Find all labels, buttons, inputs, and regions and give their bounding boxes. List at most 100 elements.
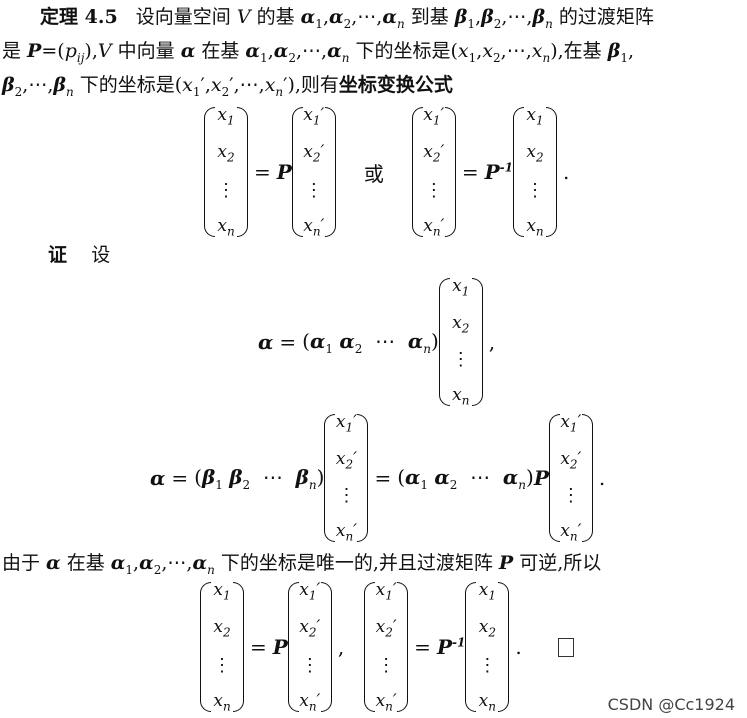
comma: , [488,330,496,354]
x: x [210,74,222,96]
sub: 1 [468,50,477,65]
prime: ′ [229,74,234,96]
x: x [457,40,469,62]
equals-sign: = [414,635,431,659]
x1-prime: x1′ [303,105,325,128]
alpha: α [192,552,208,574]
xn-prime: xn′ [335,520,358,543]
var-V: V [97,40,112,62]
xn-prime: xn′ [375,690,397,713]
text: 设向量空间 [135,6,237,28]
x2-prime: x2′ [560,448,582,472]
or-word: 或 [363,161,384,186]
comma: , [337,635,345,659]
sub: 2 [493,50,501,65]
x2: x2 [217,142,235,165]
x: x [264,74,276,96]
vdots: ⋮ [217,179,235,201]
alpha: α [273,40,289,62]
beta: β [481,6,494,28]
text: 是 [2,40,28,62]
equation-2: α = (α1 α2 ⋯ αn) x1 x2 ⋮ xn , [258,278,501,406]
proof-line: 证 设 [48,240,110,270]
xn-prime: xn′ [303,215,325,238]
vector-x-prime: x1′ x2′ ⋮ xn′ [291,105,336,238]
text: ),则有 [287,74,339,96]
comma: , [525,40,532,62]
alpha: α [46,552,61,574]
text: ,⋯, [351,6,383,28]
sub: n [542,50,551,65]
theorem-line-1: 定理 4.5 设向量空间 V 的基 α1,α2,⋯,αn 到基 β1,β2,⋯,… [40,2,654,39]
vector-x: x1 x2 ⋮ xn [438,278,483,406]
equals-sign: = [171,466,189,490]
equals-sign: = [461,160,479,184]
text: 在基 [195,40,246,62]
theorem-label: 定理 4.5 [40,6,118,28]
equals-sign: = [254,160,271,184]
sub: 1 [260,50,268,65]
matrix-P: P [272,635,288,659]
vector-x-prime: x1′ x2′ ⋮ xn′ [548,412,593,542]
sub: 1 [125,562,134,577]
qed-box [557,637,574,657]
vdots: ⋮ [561,485,580,507]
matrix-P: P [276,160,292,184]
text: ),在基 [550,40,608,62]
x2: x2 [452,312,470,336]
var-p: p [64,40,77,62]
text: ), [84,40,98,62]
text: 下的坐标是( [73,74,183,96]
vector-x-prime: x1′ x2′ ⋮ xn′ [411,107,456,238]
cdots: ⋯ [167,552,187,574]
x2-prime: x2′ [303,142,325,165]
beta: β [607,40,621,62]
alpha: α [327,40,342,62]
sub: n [545,16,553,31]
equals-sign: = [279,330,297,354]
text: 在基 [60,552,111,574]
x1-prime: x1′ [560,412,582,435]
equals-sign: = [250,635,267,659]
beta: β [532,6,546,28]
theorem-line-3: β2,⋯,βn 下的坐标是(x1′,x2′,⋯,xn′),则有坐标变换公式 [2,70,453,107]
text: 由于 [2,552,47,574]
text: 下的坐标是( [349,40,458,62]
cdots: ⋯ [302,40,322,62]
vector-x-prime: x1′ x2′ ⋮ xn′ [287,582,332,712]
prime: ′ [200,74,205,96]
vdots: ⋮ [304,179,323,201]
x2: x2 [478,617,496,640]
comma: , [204,74,211,96]
equation-1: x1 x2 ⋮ xn = P x1′ x2′ ⋮ xn′ 或 x1′ x2′ ⋮… [204,107,575,237]
sub: n [341,50,350,65]
row-beta: (β1 β2 ⋯ βn) [194,464,325,492]
var-V: V [236,6,251,28]
cdots: ⋯ [506,40,526,62]
comma: , [500,40,507,62]
beta: β [454,6,468,28]
sub: 2 [493,16,502,31]
x2-prime: x2′ [375,617,397,640]
watermark: CSDN @Cc1924 [607,695,735,714]
x2-prime: x2′ [299,617,321,640]
xn-prime: xn′ [423,215,445,238]
theorem-line-2: 是 P=(pij),V 中向量 α 在基 α1,α2,⋯,αn 下的坐标是(x1… [2,36,634,73]
vdots: ⋮ [478,654,497,676]
vector-x: x1 x2 ⋮ xn [200,582,244,712]
x2-prime: x2′ [335,448,357,472]
beta: β [2,74,15,96]
matrix-P: P [533,466,549,490]
text: =( [41,40,65,62]
vector-x-prime: x1′ x2′ ⋮ xn′ [324,414,369,543]
sub: 1 [315,16,323,31]
equation-4: x1 x2 ⋮ xn = P x1′ x2′ ⋮ xn′ , x1′ x2′ ⋮… [200,582,574,712]
prime: ′ [283,74,288,96]
beta: β [53,74,66,96]
sub: 2 [153,562,162,577]
vdots: ⋮ [377,654,396,676]
sub: n [207,562,215,577]
sub: 1 [192,84,201,99]
sub: 2 [288,50,296,65]
text: 中向量 [111,40,181,62]
